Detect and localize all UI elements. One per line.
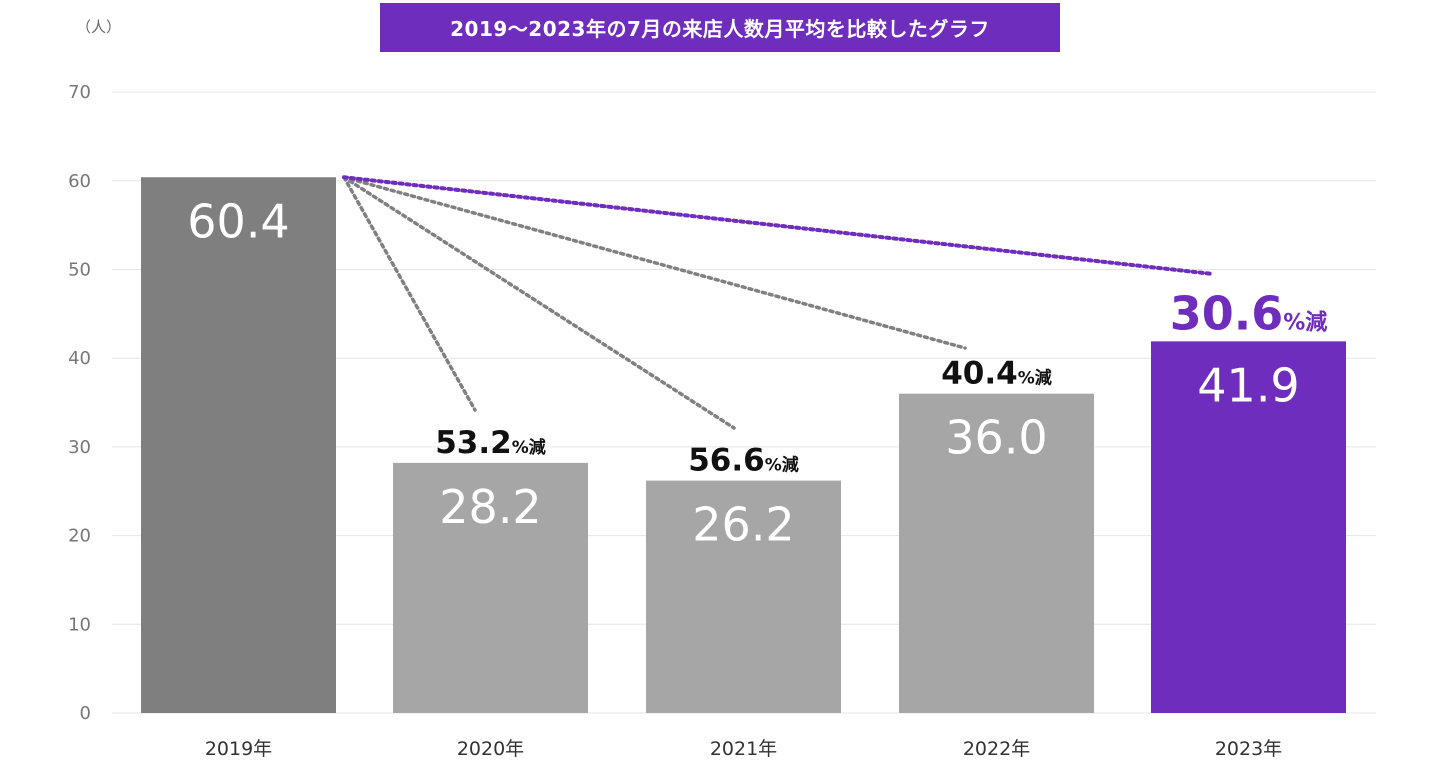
x-axis-labels: 2019年 2020年 2021年 2022年 2023年: [205, 738, 1282, 760]
y-tick-label: 50: [68, 260, 91, 281]
reduction-suffix: %減: [1018, 368, 1052, 389]
y-tick-label: 30: [68, 437, 91, 458]
reduction-label: 53.2%減: [435, 425, 546, 461]
x-axis-label: 2023年: [1215, 738, 1282, 760]
bar: [1151, 341, 1346, 713]
y-tick-label: 0: [80, 703, 91, 724]
bar: [899, 393, 1094, 713]
x-axis-label: 2021年: [710, 738, 777, 760]
reduction-connector-line: [342, 175, 1215, 276]
reduction-label: 56.6%減: [688, 443, 799, 479]
x-axis-label: 2020年: [457, 738, 524, 760]
bar: [393, 462, 588, 713]
reduction-value: 53.2: [435, 425, 512, 461]
bar: [141, 177, 336, 713]
reduction-value: 40.4: [941, 356, 1018, 392]
reduction-value: 30.6: [1170, 286, 1284, 340]
reduction-suffix: %減: [512, 437, 546, 458]
reduction-connector-line: [342, 175, 967, 350]
x-axis-label: 2022年: [963, 738, 1030, 760]
bar: [646, 480, 841, 713]
chart-title: 2019～2023年の7月の来店人数月平均を比較したグラフ: [380, 3, 1060, 52]
reduction-connector-line: [342, 175, 477, 412]
y-tick-label: 70: [68, 82, 91, 103]
reduction-labels: 53.2%減 56.6%減40.4%減30.6%減: [435, 286, 1327, 478]
bar-value-label: 26.2: [692, 498, 794, 552]
reduction-suffix: %減: [1283, 310, 1327, 335]
y-axis-ticks: 0 10 20 30 40 50 60 70: [68, 82, 91, 724]
bar-value-label: 60.4: [187, 194, 289, 248]
reduction-value: 56.6: [688, 443, 765, 479]
bar-value-label: 36.0: [945, 411, 1047, 465]
x-axis-label: 2019年: [205, 738, 272, 760]
bar-value-label: 28.2: [439, 480, 541, 534]
y-axis-unit-label: （人）: [76, 18, 122, 36]
reduction-connector-line: [342, 175, 736, 430]
bar-value-labels: 60.4 28.2 26.2 36.0 41.9: [187, 194, 1299, 551]
y-tick-label: 20: [68, 526, 91, 547]
bars: [141, 177, 1346, 713]
reduction-connector-lines: [342, 175, 1215, 430]
y-tick-label: 10: [68, 614, 91, 635]
y-tick-label: 60: [68, 171, 91, 192]
reduction-label: 30.6%減: [1170, 286, 1328, 340]
bar-value-label: 41.9: [1197, 358, 1299, 412]
reduction-suffix: %減: [765, 455, 799, 476]
y-tick-label: 40: [68, 348, 91, 369]
reduction-label: 40.4%減: [941, 356, 1052, 392]
